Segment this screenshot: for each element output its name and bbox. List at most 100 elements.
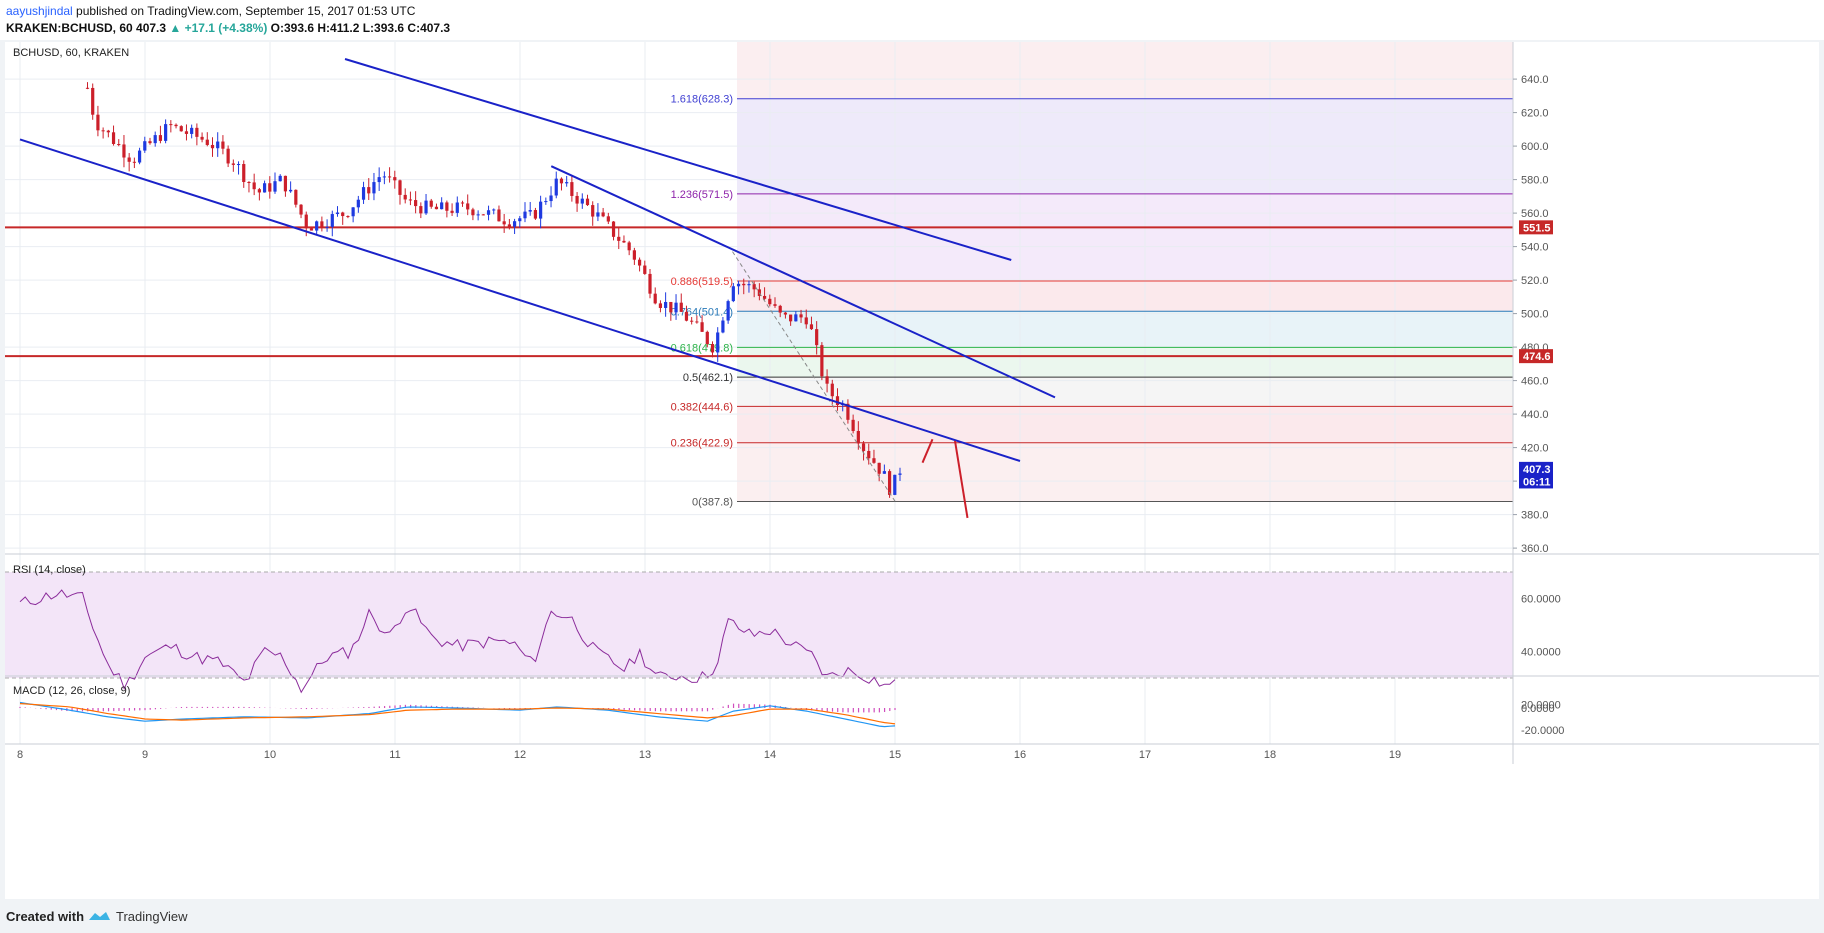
price-tick-label: 540.0 (1521, 242, 1549, 254)
price-change: ▲ +17.1 (+4.38%) (169, 21, 268, 35)
candle (247, 182, 251, 184)
candle (778, 305, 782, 313)
rsi-tick-label: 60.0000 (1521, 594, 1561, 606)
candle (523, 211, 527, 219)
candle (231, 163, 235, 165)
chart-legend: BCHUSD, 60, KRAKEN (13, 47, 129, 59)
candle (315, 221, 319, 231)
candle (502, 221, 506, 225)
candle (174, 124, 178, 127)
chart-canvas[interactable]: 1.618(628.3)1.236(571.5)0.886(519.5)0.76… (5, 42, 1819, 899)
fib-levels: 1.618(628.3)1.236(571.5)0.886(519.5)0.76… (671, 94, 1513, 509)
footer: Created with TradingView (0, 905, 1824, 933)
candle (325, 226, 329, 228)
candle (101, 130, 105, 132)
price-tick-label: 620.0 (1521, 108, 1549, 120)
candle (341, 212, 345, 217)
candle (617, 236, 621, 241)
candle (809, 324, 814, 330)
candle (752, 284, 756, 290)
time-tick-label: 19 (1389, 749, 1401, 761)
publish-info: aayushjindal published on TradingView.co… (6, 4, 415, 18)
candle (700, 322, 704, 332)
candle (544, 201, 548, 203)
macd-pane: MACD (12, 26, close, 9) (13, 685, 896, 728)
horizontal-levels (5, 226, 1513, 358)
candle (762, 295, 767, 299)
candle (122, 144, 126, 158)
macd-signal-line (19, 703, 896, 725)
candle (179, 126, 183, 132)
price-tick-label: 460.0 (1521, 376, 1549, 388)
candle (137, 150, 142, 163)
price-tick-label: 600.0 (1521, 141, 1549, 153)
price-tick-label: 440.0 (1521, 409, 1549, 421)
candle (414, 200, 418, 207)
candle (143, 141, 147, 151)
fib-label: 1.618(628.3) (671, 94, 733, 106)
price-tick-label: 520.0 (1521, 275, 1549, 287)
price-tick-label: 580.0 (1521, 175, 1549, 187)
candle (460, 202, 465, 204)
tradingview-brand[interactable]: TradingView (116, 909, 188, 924)
fib-band (737, 42, 1513, 99)
candle (330, 214, 334, 227)
macd-line (19, 701, 896, 728)
candle (565, 182, 569, 184)
fib-band (737, 311, 1513, 348)
candle (815, 329, 819, 346)
time-tick-label: 11 (389, 749, 400, 761)
candle (257, 189, 261, 193)
candle (221, 141, 225, 149)
candle (283, 175, 288, 192)
candle (164, 124, 168, 141)
candle (299, 204, 303, 215)
candle (158, 135, 163, 141)
fib-label: 0.382(444.6) (671, 401, 733, 413)
candle (440, 202, 444, 210)
candle (799, 314, 803, 318)
candle (804, 317, 808, 325)
candle (861, 443, 866, 451)
candle (127, 157, 131, 162)
author-link[interactable]: aayushjindal (6, 4, 73, 18)
candle (575, 195, 579, 204)
candle (190, 127, 194, 134)
candle (153, 135, 157, 144)
candle (643, 265, 647, 274)
candle (695, 321, 699, 323)
candle (434, 206, 439, 210)
candle (851, 419, 855, 431)
candle (91, 87, 95, 115)
candle (497, 209, 501, 222)
candle (658, 303, 663, 308)
candle (268, 183, 272, 192)
candle (96, 114, 100, 131)
candle (387, 176, 392, 178)
candle (669, 301, 673, 313)
fib-band (737, 280, 1513, 312)
candle (356, 199, 360, 208)
rsi-pane: RSI (14, close) (5, 564, 1513, 694)
published-text: published on TradingView.com, September … (72, 4, 416, 18)
axes: 640.0 620.0 600.0 580.0 560.0 540.0 520.0 500.0… (5, 42, 1819, 764)
price-tick-label: 560.0 (1521, 208, 1549, 220)
candle (518, 218, 522, 222)
candle (117, 144, 121, 146)
candle (367, 187, 371, 194)
candle (106, 130, 110, 133)
candle (294, 189, 298, 205)
symbol-line: KRAKEN:BCHUSD, 60 407.3 (6, 21, 170, 35)
candle (611, 221, 616, 237)
candle (148, 141, 152, 144)
macd-tick-label: -20.0000 (1521, 725, 1564, 737)
candle (304, 214, 308, 229)
candle (684, 311, 689, 321)
candle (320, 221, 324, 228)
fib-band (737, 442, 1513, 502)
candle (424, 200, 428, 214)
fib-label: 0(387.8) (692, 497, 733, 509)
time-tick-label: 14 (764, 749, 776, 761)
chart-container[interactable]: 1.618(628.3) 1.236(571.5) 0.886(519.5) 0.76… (5, 42, 1819, 899)
candle (877, 462, 881, 474)
